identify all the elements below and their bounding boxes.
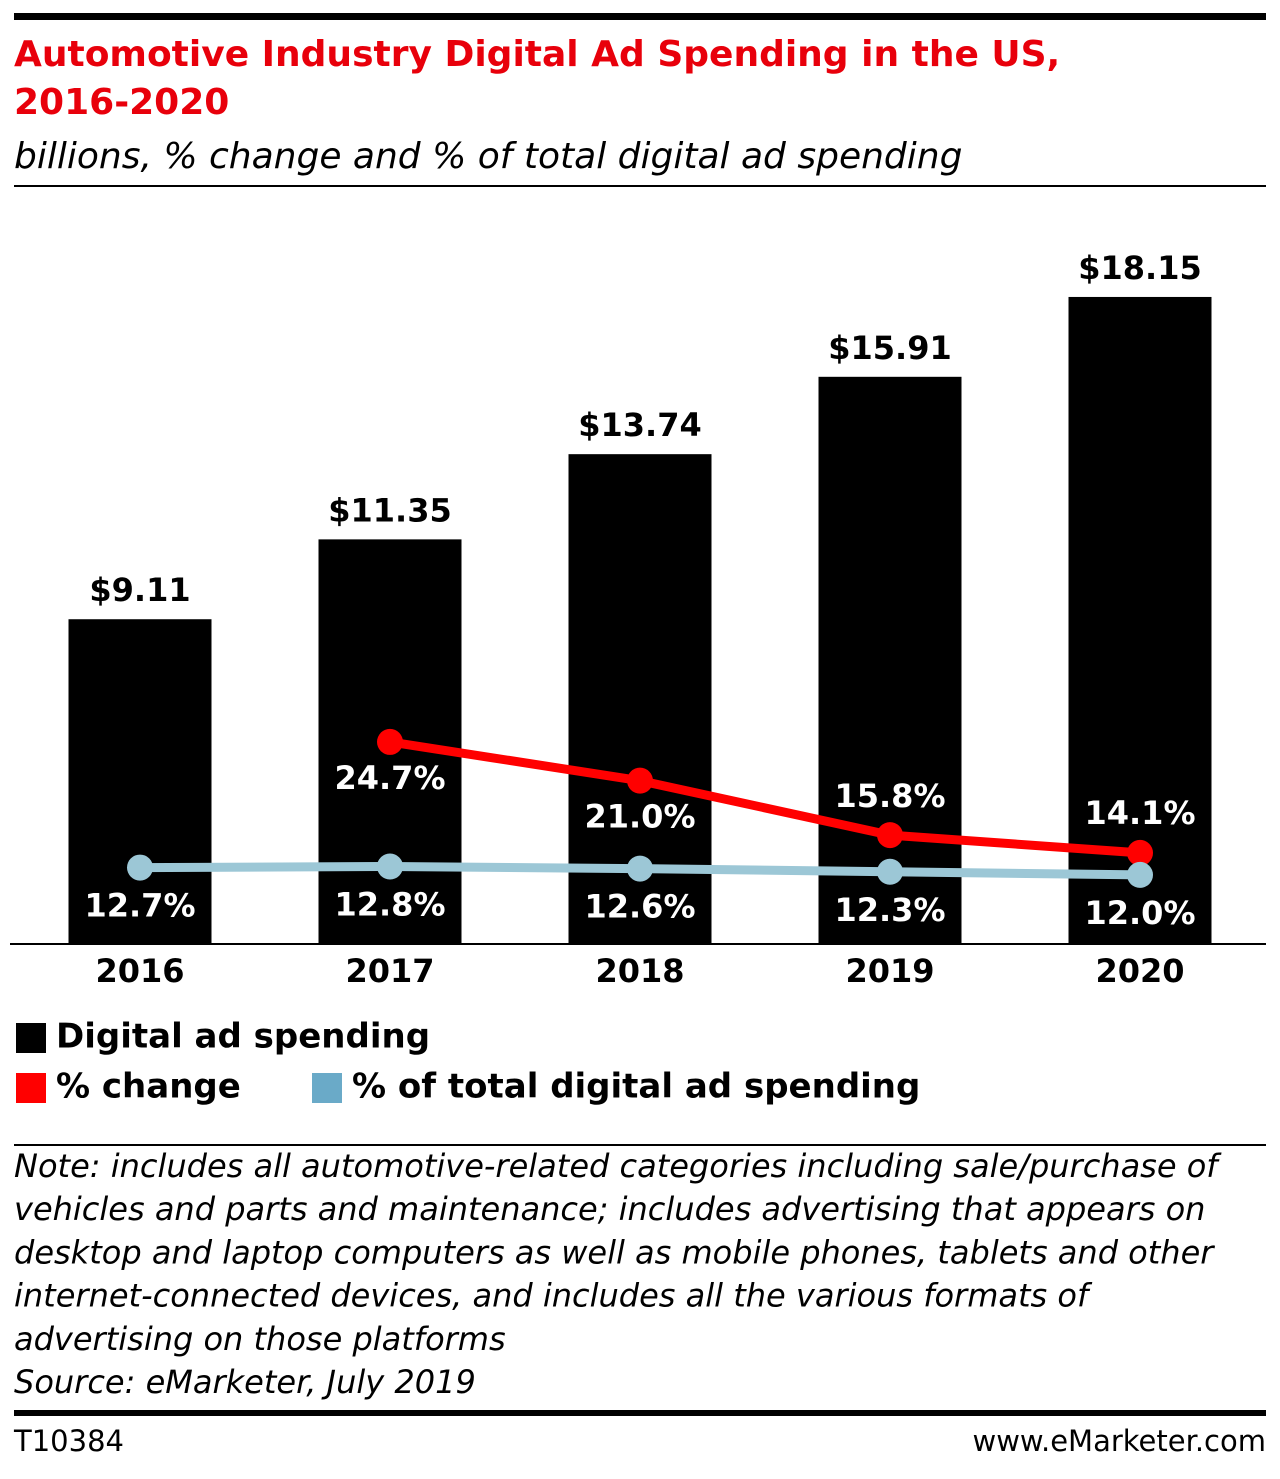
bar-value-label: $18.15: [1078, 249, 1201, 287]
point: [627, 855, 653, 882]
source: Source: eMarketer, July 2019: [14, 1363, 476, 1401]
legend-label: % change: [56, 1067, 241, 1107]
x-tick-label: 2020: [1095, 952, 1184, 990]
x-tick-label: 2016: [95, 952, 184, 990]
point: [1127, 839, 1153, 866]
rule: [14, 1144, 1266, 1146]
point: [877, 858, 903, 885]
chart-title: Automotive Industry Digital Ad Spending …: [14, 34, 1060, 75]
legend-swatch: [312, 1073, 342, 1103]
point: [377, 853, 403, 880]
note: internet-connected devices, and includes…: [14, 1277, 1093, 1315]
point-value-label: 12.3%: [834, 891, 945, 929]
point-value-label: 14.1%: [1084, 794, 1195, 832]
note: Note: includes all automotive-related ca…: [14, 1147, 1222, 1185]
x-tick-label: 2019: [845, 952, 934, 990]
line: [389, 737, 1141, 858]
chart-title: 2016-2020: [14, 82, 229, 123]
bar: [818, 376, 962, 945]
point-value-label: 12.0%: [1084, 894, 1195, 932]
legend-label: % of total digital ad spending: [352, 1067, 920, 1107]
rule: [14, 185, 1266, 187]
point-value-label: 12.6%: [584, 888, 695, 926]
note: advertising on those platforms: [14, 1320, 506, 1358]
bar: [1068, 296, 1212, 944]
chart-id: T10384: [13, 1424, 124, 1458]
site: www.eMarketer.com: [973, 1424, 1267, 1458]
top-rule: [14, 13, 1266, 20]
bar-value-label: $13.74: [578, 406, 701, 444]
note: vehicles and parts and maintenance; incl…: [14, 1190, 1205, 1228]
bar-value-label: $9.11: [89, 571, 190, 609]
point: [1127, 861, 1153, 888]
point-value-label: 21.0%: [584, 798, 695, 836]
legend-swatch: [16, 1023, 46, 1053]
legend-label: Digital ad spending: [56, 1017, 430, 1057]
point-value-label: 24.7%: [334, 759, 445, 797]
point: [877, 822, 903, 849]
legend-swatch: [16, 1073, 46, 1103]
x-tick-label: 2017: [345, 952, 434, 990]
point-value-label: 15.8%: [834, 777, 945, 815]
bottom-rule: [14, 1410, 1266, 1416]
x-tick-label: 2018: [595, 952, 684, 990]
point-value-label: 12.8%: [334, 886, 445, 924]
point: [627, 767, 653, 794]
point: [377, 728, 403, 755]
note: desktop and laptop computers as well as …: [14, 1233, 1215, 1271]
point-value-label: 12.7%: [84, 887, 195, 925]
chart-subtitle: billions, % change and % of total digita…: [14, 136, 962, 177]
bar: [68, 619, 212, 944]
bar-value-label: $15.91: [828, 329, 951, 367]
bar-value-label: $11.35: [328, 491, 451, 529]
point: [127, 854, 153, 881]
